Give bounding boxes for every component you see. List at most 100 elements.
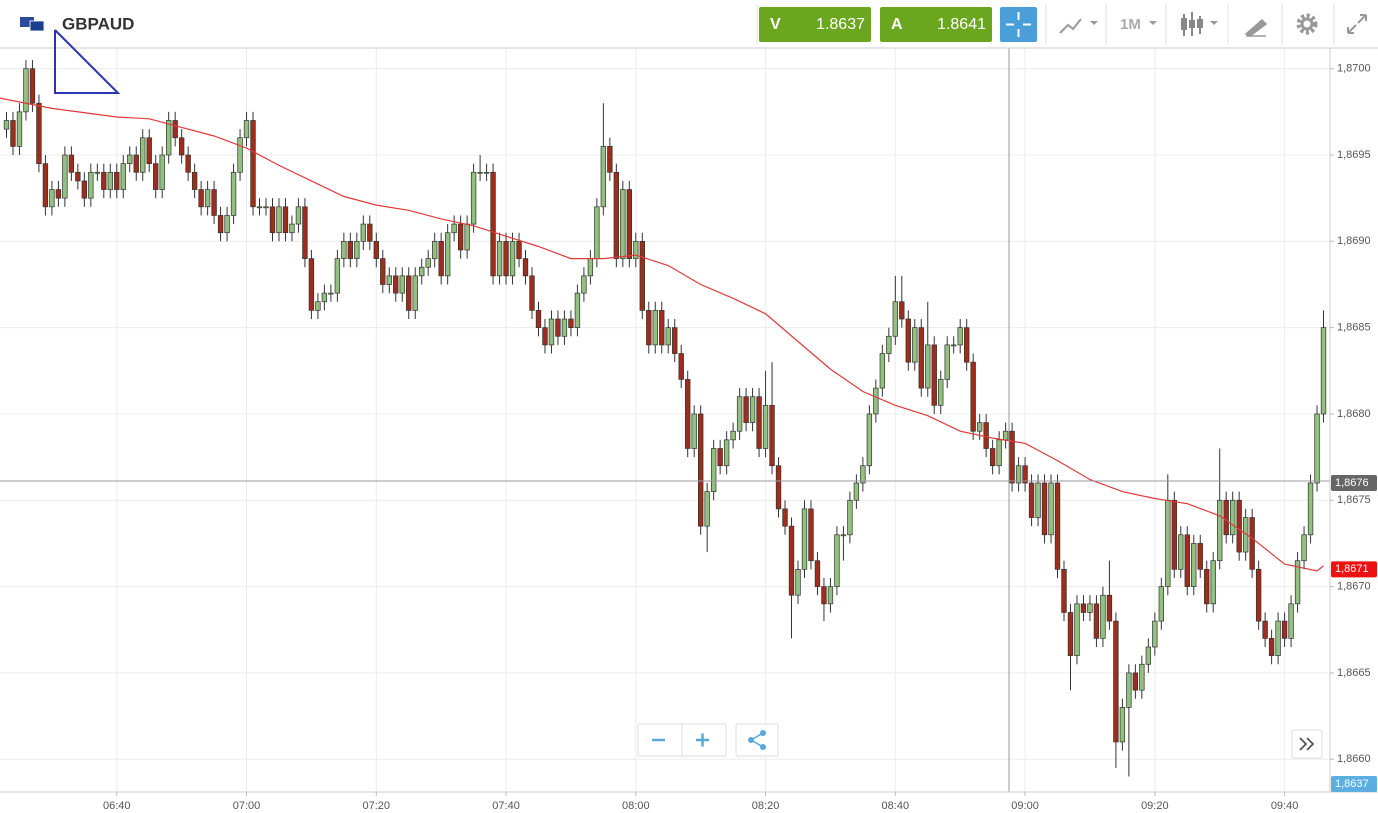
candle-body-down (672, 327, 678, 354)
candle-body-down (542, 327, 548, 346)
candle-body-up (1178, 534, 1184, 570)
candle-body-up (1145, 646, 1152, 665)
candle-body-up (3, 120, 10, 130)
timeframe[interactable]: 1M (1120, 16, 1141, 33)
candle-body-down (970, 361, 976, 432)
candle-body-up (431, 240, 438, 259)
candle-body-up (230, 171, 237, 216)
candle-body-up (243, 120, 250, 139)
candle-body-up (496, 240, 503, 277)
price-marker (1331, 776, 1377, 792)
candle-body-down (568, 318, 574, 328)
crosshair-button[interactable] (1000, 7, 1037, 42)
x-tick-label: 07:40 (492, 800, 520, 812)
candle-body-up (938, 379, 944, 406)
drawing-triangle[interactable] (54, 29, 121, 94)
candle-body-up (1165, 499, 1171, 587)
candle-body-down (250, 120, 256, 208)
candle-body-up (594, 206, 600, 259)
candle-body-up (276, 206, 282, 234)
candle-body-up (925, 344, 931, 389)
candle-body-down (308, 258, 315, 311)
candle-body-down (42, 163, 49, 208)
candle-body-up (412, 275, 418, 311)
y-tick-label: 1,8695 (1337, 149, 1371, 161)
share-button[interactable] (748, 730, 766, 750)
candle-body-up (16, 111, 23, 147)
candle-body-up (451, 223, 457, 234)
x-tick-label: 08:20 (752, 800, 780, 812)
candle-body-up (912, 327, 918, 363)
candle-body-up (561, 318, 568, 337)
zoom-in-button[interactable] (696, 733, 709, 747)
candle-body-up (295, 206, 302, 225)
candle-body-up (354, 240, 360, 259)
candle-body-up (1288, 603, 1294, 639)
candle-body-down (406, 275, 412, 311)
symbol: GBPAUD (62, 14, 134, 33)
candle-body-up (464, 223, 470, 251)
candle-body-up (23, 68, 29, 113)
x-tick-label: 09:40 (1271, 800, 1299, 812)
candle-body-down (1184, 534, 1190, 587)
candle-body-up (328, 292, 334, 295)
candle-body-up (224, 215, 230, 234)
buy-button[interactable] (880, 7, 992, 42)
candle-body-up (801, 508, 808, 570)
candle-body-down (55, 189, 62, 199)
share-group (735, 723, 779, 757)
y-tick-label: 1,8660 (1337, 753, 1371, 765)
y-tick-label: 1,8675 (1337, 494, 1371, 506)
candle-body-up (620, 189, 626, 259)
candle-body-down (75, 171, 81, 182)
candle-body-up (509, 240, 516, 277)
candle-body-up (334, 258, 341, 294)
candle-body-up (996, 439, 1002, 467)
candle-body-up (444, 232, 451, 277)
candle-body-up (762, 404, 769, 449)
candle-body-up (165, 120, 172, 156)
x-tick-label: 07:00 (233, 800, 261, 812)
candle-body-up (957, 327, 963, 346)
candle-body-down (503, 240, 509, 277)
candle-body-down (905, 318, 911, 363)
candle-body-down (555, 318, 561, 337)
candle-body-up (710, 448, 717, 492)
candle-body-up (127, 154, 133, 165)
fullscreen-icon[interactable] (1347, 14, 1367, 34)
price-marker-label: 1,8676 (1335, 477, 1369, 489)
candle-body-down (1268, 638, 1275, 656)
candle-body-down (1080, 603, 1087, 613)
draw-icon[interactable] (1244, 18, 1268, 37)
candle-body-down (438, 240, 444, 277)
candle-body-down (101, 171, 107, 190)
candle-body-up (1152, 620, 1158, 648)
chart-type-icon[interactable] (1059, 18, 1082, 34)
candle-body-down (1236, 499, 1242, 553)
candle-body-down (821, 586, 827, 605)
candle-body-down (808, 508, 814, 562)
candle-body-up (94, 171, 101, 174)
candle-body-up (321, 292, 328, 303)
y-tick-label: 1,8665 (1337, 667, 1371, 679)
candle-body-up (795, 568, 801, 596)
candle-body-up (1100, 594, 1106, 639)
candles-icon-body (1197, 19, 1203, 28)
settings-icon-inner (1300, 17, 1314, 31)
x-tick-label: 06:40 (103, 800, 131, 812)
scroll-right-button[interactable] (1299, 737, 1315, 751)
dropdown-arrow (1210, 21, 1218, 25)
candle-body-up (1035, 482, 1041, 518)
candle-body-down (646, 310, 652, 346)
candle-body-up (691, 413, 697, 449)
sell-button[interactable] (759, 7, 871, 42)
candle-body-up (1002, 430, 1009, 441)
candle-body-down (769, 404, 775, 467)
candles-icon-body (1181, 18, 1187, 30)
candle-body-up (107, 171, 113, 190)
settings-icon[interactable] (1296, 13, 1318, 35)
candle-body-down (782, 508, 788, 527)
candle-body-down (1009, 430, 1015, 484)
candle-body-down (659, 310, 665, 346)
candle-body-up (723, 439, 730, 467)
